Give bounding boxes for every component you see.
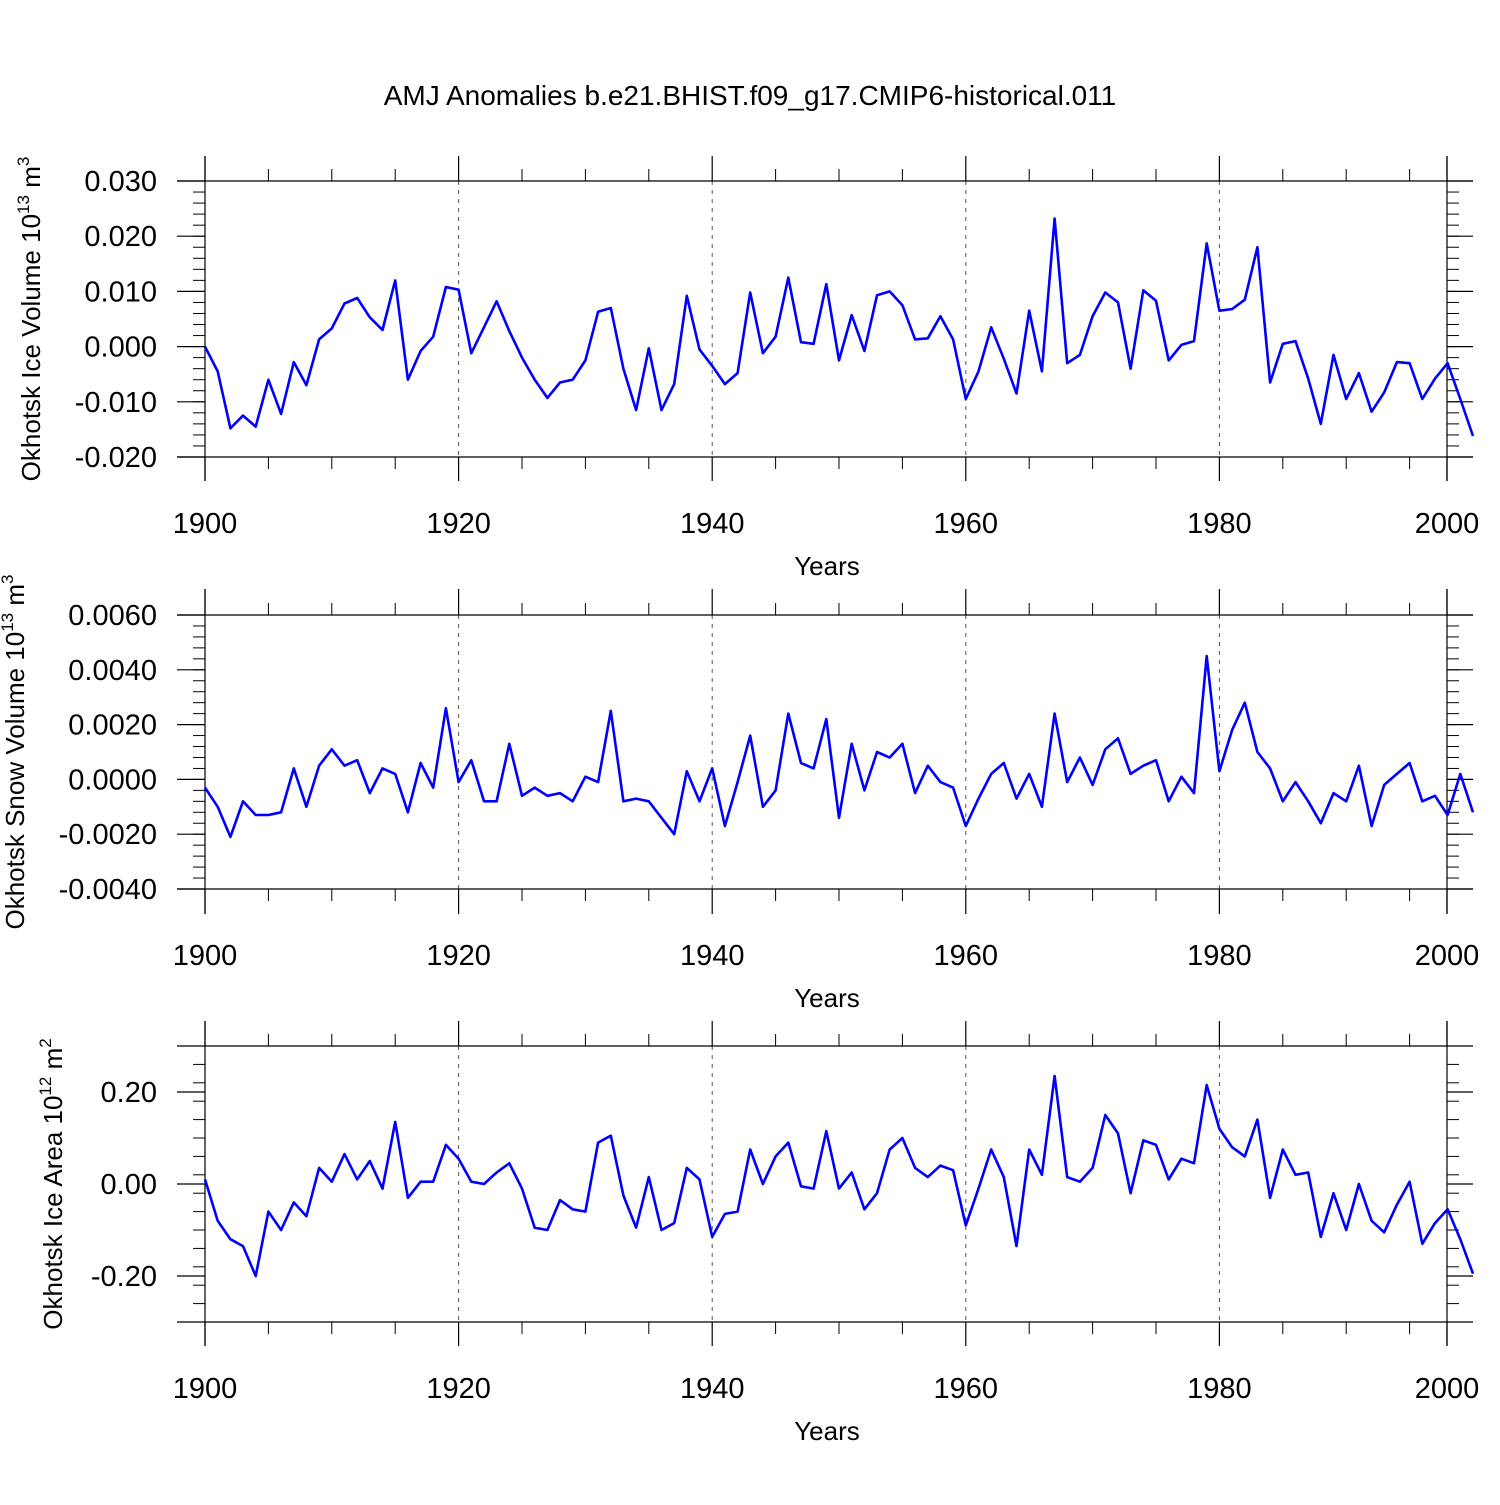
x-axis-title: Years bbox=[794, 551, 860, 581]
x-tick-label: 1980 bbox=[1187, 940, 1252, 972]
y-tick-label: -0.010 bbox=[75, 387, 157, 419]
y-tick-label: 0.00 bbox=[101, 1169, 157, 1201]
y-tick-label: 0.0040 bbox=[68, 655, 157, 687]
x-tick-label: 1980 bbox=[1187, 1373, 1252, 1405]
series-line bbox=[203, 217, 1475, 437]
panel-1: 1900 1920 1940 1960 1980 2000 -0.020 -0.010 0.00… bbox=[14, 156, 1479, 581]
panel-2: 1900 1920 1940 1960 1980 2000 -0.0040 -0.0020 0.… bbox=[0, 575, 1479, 1014]
x-tick-label: 1920 bbox=[426, 508, 491, 540]
x-tick-label: 1900 bbox=[173, 940, 238, 972]
y-tick-label: -0.0020 bbox=[59, 819, 157, 851]
y-tick-label: 0.0020 bbox=[68, 710, 157, 742]
x-tick-label: 1960 bbox=[934, 508, 999, 540]
y-tick-label: 0.000 bbox=[84, 332, 157, 364]
x-axis-title: Years bbox=[794, 983, 860, 1013]
x-tick-label: 1940 bbox=[680, 940, 745, 972]
series-line bbox=[203, 654, 1475, 839]
x-tick-label: 1900 bbox=[173, 508, 238, 540]
y-tick-label: 0.0060 bbox=[68, 600, 157, 632]
y-axis-title: Okhotsk Ice Area 1012 m2 bbox=[36, 1038, 68, 1329]
y-tick-label: -0.0040 bbox=[59, 874, 157, 906]
x-tick-label: 1940 bbox=[680, 508, 745, 540]
y-tick-label: 0.030 bbox=[84, 166, 157, 198]
y-tick-label: 0.010 bbox=[84, 276, 157, 308]
x-tick-label: 1980 bbox=[1187, 508, 1252, 540]
x-tick-label: 1920 bbox=[426, 1373, 491, 1405]
x-tick-label: 1960 bbox=[934, 940, 999, 972]
y-tick-label: -0.020 bbox=[75, 442, 157, 474]
y-tick-label: -0.20 bbox=[91, 1261, 157, 1293]
y-tick-label: 0.020 bbox=[84, 221, 157, 253]
x-tick-label: 2000 bbox=[1415, 1373, 1480, 1405]
y-tick-label: 0.20 bbox=[101, 1077, 157, 1109]
y-axis-title: Okhotsk Snow Volume 1013 m3 bbox=[0, 575, 30, 930]
x-tick-label: 1940 bbox=[680, 1373, 745, 1405]
panel-3: 1900 1920 1940 1960 1980 2000 -0.20 0.00 0.20 Yea… bbox=[36, 1021, 1479, 1446]
series-line bbox=[203, 1074, 1475, 1278]
x-tick-label: 1900 bbox=[173, 1373, 238, 1405]
y-axis-title: Okhotsk Ice Volume 1013 m3 bbox=[14, 157, 46, 482]
x-tick-label: 2000 bbox=[1415, 940, 1480, 972]
y-tick-label: 0.0000 bbox=[68, 764, 157, 796]
x-tick-label: 2000 bbox=[1415, 508, 1480, 540]
x-tick-label: 1960 bbox=[934, 1373, 999, 1405]
figure-title: AMJ Anomalies b.e21.BHIST.f09_g17.CMIP6-… bbox=[383, 80, 1117, 111]
x-axis-title: Years bbox=[794, 1416, 860, 1446]
x-tick-label: 1920 bbox=[426, 940, 491, 972]
